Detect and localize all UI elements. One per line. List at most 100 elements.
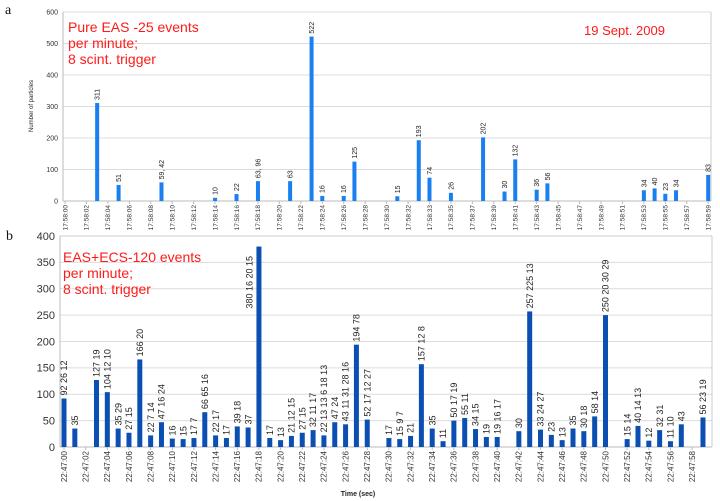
bar-value-label: 132 [513, 145, 520, 157]
bar-value-label: 30 [514, 418, 524, 428]
chart-a-y-axis-title: Number of particles [29, 80, 35, 132]
bar [448, 192, 453, 201]
x-tick-label: 17:58:26 [341, 205, 348, 231]
bar [320, 195, 325, 201]
bar [538, 429, 544, 447]
bar [545, 183, 550, 201]
x-tick-label: 22:47:14 [211, 450, 220, 482]
bar [126, 432, 132, 447]
bar [548, 434, 554, 447]
bar-value-label: 23 [547, 422, 557, 432]
bar-value-label: 16 [167, 426, 177, 436]
x-tick-label: 17:58:18 [255, 205, 262, 231]
bar [473, 429, 479, 447]
x-tick-label: 22:47:44 [536, 450, 545, 482]
x-tick-label: 22:47:54 [645, 450, 654, 482]
x-tick-label: 22:47:26 [341, 450, 350, 482]
bar [255, 181, 260, 201]
y-tick-label: 0 [49, 442, 55, 454]
x-tick-label: 17:58:45 [555, 205, 562, 231]
x-tick-label: 22:47:50 [601, 450, 610, 482]
x-tick-label: 22:47:06 [125, 450, 134, 482]
bar [427, 177, 432, 201]
bar [700, 417, 706, 447]
bar [61, 398, 67, 447]
bar [635, 425, 641, 447]
chart-b-annotation-line-3: 8 scint. trigger [63, 281, 151, 297]
chart-a: 0 100 200 300 400 500 600 17:58:00 17:58:02 17:58… [46, 9, 712, 230]
bar-value-label: 17 [384, 425, 394, 435]
x-tick-label: 17:58:16 [234, 205, 241, 231]
bar-value-label: 40 14 13 [633, 388, 643, 423]
bar-value-label: 19 16 17 [492, 399, 502, 434]
bar [223, 438, 229, 447]
bar-value-label: 22 [234, 183, 241, 191]
bar-value-label: 92 26 12 [59, 360, 69, 395]
bar [559, 440, 565, 447]
bar-value-label: 47 16 24 [157, 384, 167, 419]
x-tick-label: 17:58:08 [148, 205, 155, 231]
x-tick-label: 22:47:42 [515, 450, 524, 482]
bar [386, 438, 392, 447]
x-tick-label: 22:47:38 [471, 450, 480, 482]
bar [418, 364, 424, 447]
x-tick-label: 22:47:56 [666, 450, 675, 482]
bar-value-label: 125 [352, 147, 359, 159]
bar [202, 412, 208, 447]
bar-value-label: 26 [448, 182, 455, 190]
bar-value-label: 83 [706, 164, 713, 172]
bar-value-label: 35 29 [113, 403, 123, 426]
bar [116, 184, 121, 201]
bar [397, 439, 403, 447]
bar [657, 430, 663, 447]
y-tick-label: 400 [37, 231, 55, 243]
bar-value-label: 34 [641, 179, 648, 187]
chart-b-annotation-line-1: EAS+ECS-120 events [63, 249, 201, 265]
y-tick-label: 300 [46, 104, 58, 111]
bar-value-label: 22 7 14 [146, 402, 156, 432]
x-tick-label: 22:47:18 [255, 450, 264, 482]
bar-value-label: 32 31 [655, 405, 665, 428]
x-tick-label: 17:58:20 [277, 205, 284, 231]
bar [451, 420, 457, 447]
bar-value-label: 13 [276, 427, 286, 437]
x-tick-label: 22:47:48 [580, 450, 589, 482]
bar-value-label: 40 [652, 178, 659, 186]
bar-value-label: 22 17 [211, 410, 221, 433]
x-tick-label: 17:58:28 [362, 205, 369, 231]
y-tick-label: 200 [37, 336, 55, 348]
bar-value-label: 35 [70, 416, 80, 426]
bar-value-label: 43 11 31 28 16 [341, 362, 351, 421]
bar-value-label: 23 [663, 183, 670, 191]
bar [494, 436, 500, 447]
chart-a-date: 19 Sept. 2009 [584, 23, 665, 38]
bar-value-label: 35 [568, 416, 578, 426]
bar-value-label: 12 [644, 428, 654, 438]
bar-value-label: 74 [427, 167, 434, 175]
chart-b-x-axis-title: Time (sec) [341, 491, 376, 498]
x-tick-label: 17:58:02 [84, 205, 91, 231]
bar [72, 428, 78, 447]
bar [527, 311, 533, 447]
x-tick-label: 22:47:24 [320, 450, 329, 482]
bar [706, 174, 711, 201]
bar [364, 419, 370, 447]
bar [624, 439, 630, 447]
x-tick-label: 17:58:43 [534, 205, 541, 231]
bar-value-label: 63, 96 [255, 159, 262, 179]
x-tick-label: 17:58:33 [427, 205, 434, 231]
bar [674, 190, 679, 201]
bar-value-label: 34 15 [471, 404, 481, 427]
bar [310, 430, 316, 447]
bar [95, 103, 100, 201]
x-tick-label: 22:47:20 [276, 450, 285, 482]
chart-b: 0 50 100 150 200 250 300 350 400 22:47:00 22:47:02… [37, 231, 713, 482]
bar-value-label: 202 [481, 123, 488, 135]
bar-value-label: 30 18 [579, 406, 589, 429]
bar-value-label: 194 78 [352, 314, 362, 342]
bar [352, 161, 357, 201]
chart-a-annotation-line-1: Pure EAS -25 events [68, 19, 199, 35]
y-tick-label: 250 [37, 310, 55, 322]
bar [213, 435, 219, 447]
bar [516, 431, 522, 447]
